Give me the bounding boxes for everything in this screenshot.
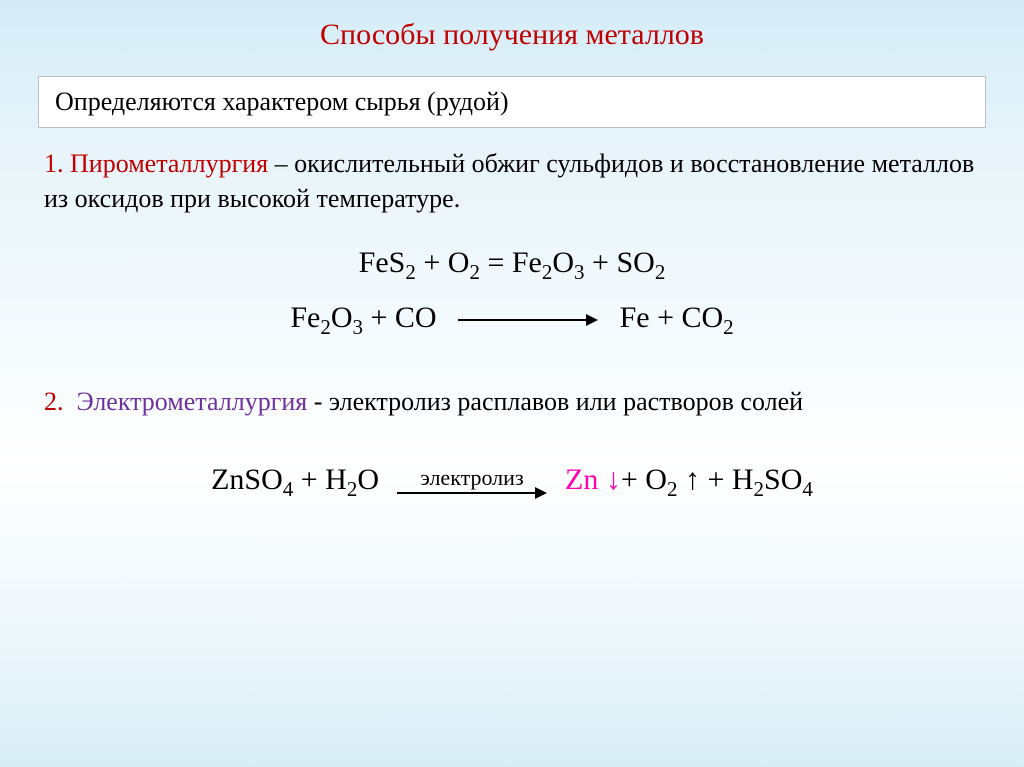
equation-block-2: ZnSO4 + H2O электролиз Zn ↓+ O2 ↑ + H2SO… xyxy=(38,463,986,502)
eq2-p3: + CO xyxy=(363,301,437,334)
eq1-s5: 2 xyxy=(655,260,666,284)
section-1: 1. Пирометаллургия – окислительный обжиг… xyxy=(44,146,986,216)
eq2-p4: Fe + CO xyxy=(620,301,724,334)
eq3-p3: O xyxy=(357,463,379,496)
eq1-p2: + O xyxy=(416,246,470,279)
eq3-p5: + H xyxy=(707,463,753,496)
eq3-s3: 2 xyxy=(667,477,678,501)
eq2-p1: Fe xyxy=(290,301,320,334)
arrow-with-label: электролиз xyxy=(397,465,547,501)
up-arrow-icon: ↑ xyxy=(677,463,707,496)
eq2-s3: 2 xyxy=(723,315,734,339)
section-2: 2. Электрометаллургия - электролиз распл… xyxy=(44,384,986,419)
page-title: Способы получения металлов xyxy=(38,18,986,52)
eq3-p6: SO xyxy=(764,463,802,496)
arrow-icon xyxy=(397,485,547,501)
eq3-p4: + O xyxy=(621,463,667,496)
eq3-zn-text: Zn xyxy=(565,463,606,496)
eq3-zn: Zn ↓ xyxy=(565,463,621,496)
eq3-s2: 2 xyxy=(347,477,358,501)
equation-3: ZnSO4 + H2O электролиз Zn ↓+ O2 ↑ + H2SO… xyxy=(211,463,813,502)
arrow-icon xyxy=(458,312,598,328)
equation-1: FeS2 + O2 = Fe2O3 + SO2 xyxy=(359,246,666,285)
equation-2: Fe2O3 + CO Fe + CO2 xyxy=(290,301,733,340)
eq2-s1: 2 xyxy=(320,315,331,339)
eq3-p1: ZnSO xyxy=(211,463,283,496)
section-2-rest: - электролиз расплавов или растворов сол… xyxy=(307,387,803,416)
section-2-num: 2. xyxy=(44,387,64,416)
eq1-s3: 2 xyxy=(542,260,553,284)
section-2-term: Электрометаллургия xyxy=(77,387,308,416)
eq3-s4: 2 xyxy=(754,477,765,501)
equation-block-1: FeS2 + O2 = Fe2O3 + SO2 Fe2O3 + CO Fe + … xyxy=(38,238,986,348)
eq1-p4: O xyxy=(552,246,574,279)
eq1-s1: 2 xyxy=(405,260,416,284)
down-arrow-icon: ↓ xyxy=(606,463,621,496)
eq1-p5: + SO xyxy=(585,246,655,279)
eq1-s4: 3 xyxy=(574,260,585,284)
eq2-s2: 3 xyxy=(352,315,363,339)
eq1-p1: FeS xyxy=(359,246,406,279)
subtitle-box: Определяются характером сырья (рудой) xyxy=(38,76,986,128)
section-1-term: Пирометаллургия xyxy=(70,149,268,178)
eq3-s5: 4 xyxy=(802,477,813,501)
subtitle-text: Определяются характером сырья (рудой) xyxy=(55,87,509,116)
eq1-p3: = Fe xyxy=(480,246,542,279)
eq1-s2: 2 xyxy=(469,260,480,284)
eq3-p2: + H xyxy=(293,463,347,496)
eq3-s1: 4 xyxy=(283,477,294,501)
section-1-num: 1. xyxy=(44,149,64,178)
eq2-p2: O xyxy=(331,301,353,334)
